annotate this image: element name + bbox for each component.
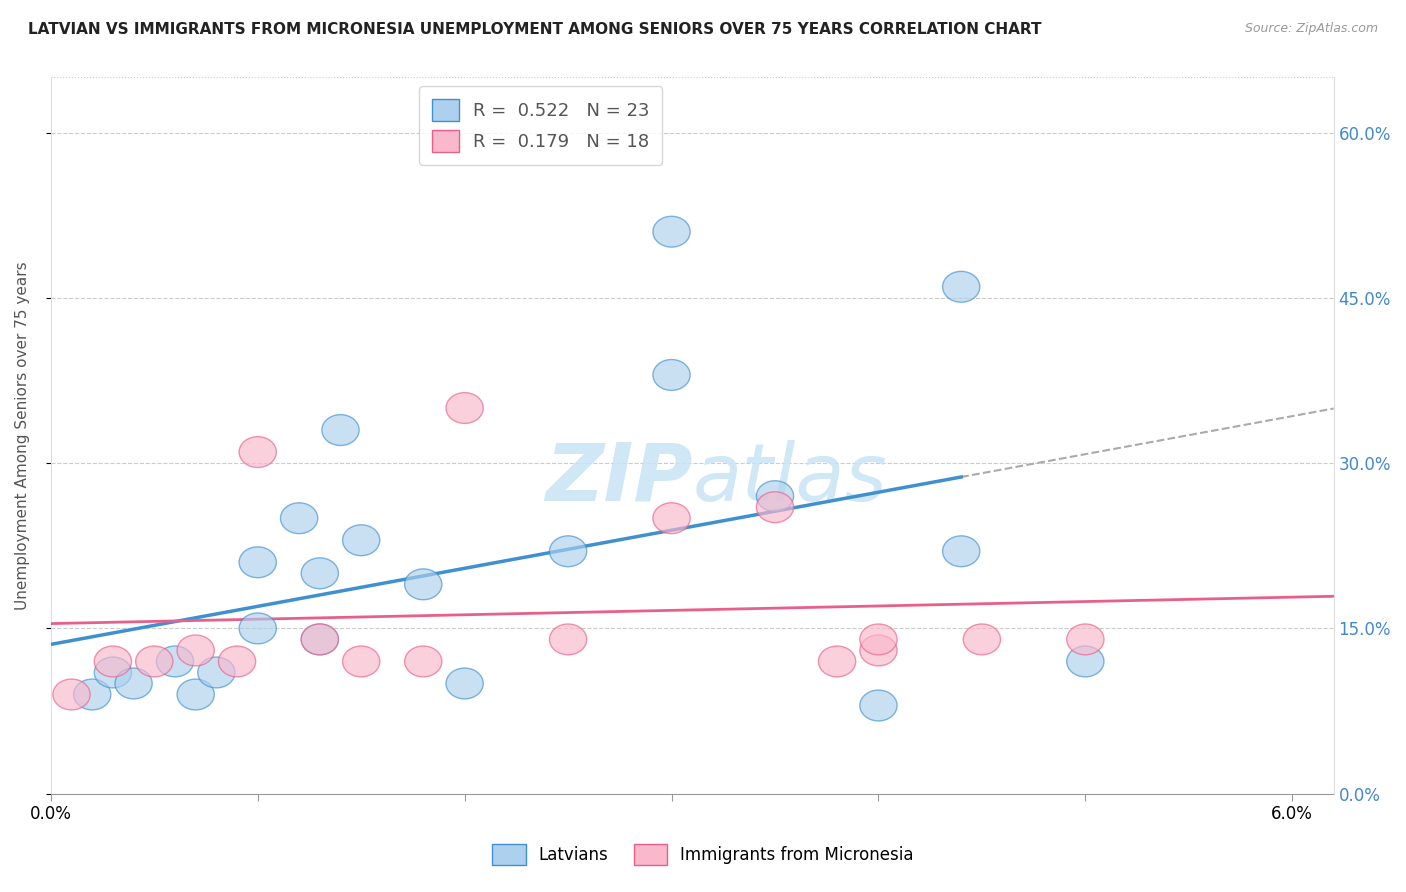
Ellipse shape bbox=[963, 624, 1001, 655]
Ellipse shape bbox=[942, 536, 980, 566]
Ellipse shape bbox=[818, 646, 856, 677]
Ellipse shape bbox=[860, 690, 897, 721]
Legend: R =  0.522   N = 23, R =  0.179   N = 18: R = 0.522 N = 23, R = 0.179 N = 18 bbox=[419, 87, 662, 165]
Ellipse shape bbox=[343, 524, 380, 556]
Ellipse shape bbox=[756, 491, 793, 523]
Ellipse shape bbox=[135, 646, 173, 677]
Ellipse shape bbox=[343, 646, 380, 677]
Ellipse shape bbox=[446, 392, 484, 424]
Ellipse shape bbox=[652, 216, 690, 247]
Ellipse shape bbox=[405, 569, 441, 599]
Text: LATVIAN VS IMMIGRANTS FROM MICRONESIA UNEMPLOYMENT AMONG SENIORS OVER 75 YEARS C: LATVIAN VS IMMIGRANTS FROM MICRONESIA UN… bbox=[28, 22, 1042, 37]
Ellipse shape bbox=[652, 503, 690, 533]
Ellipse shape bbox=[94, 657, 132, 688]
Ellipse shape bbox=[177, 635, 214, 665]
Text: ZIP: ZIP bbox=[546, 440, 692, 517]
Ellipse shape bbox=[1067, 624, 1104, 655]
Ellipse shape bbox=[156, 646, 194, 677]
Text: Source: ZipAtlas.com: Source: ZipAtlas.com bbox=[1244, 22, 1378, 36]
Legend: Latvians, Immigrants from Micronesia: Latvians, Immigrants from Micronesia bbox=[482, 834, 924, 875]
Ellipse shape bbox=[942, 271, 980, 302]
Ellipse shape bbox=[94, 646, 132, 677]
Ellipse shape bbox=[301, 558, 339, 589]
Ellipse shape bbox=[550, 536, 586, 566]
Ellipse shape bbox=[301, 624, 339, 655]
Ellipse shape bbox=[177, 679, 214, 710]
Ellipse shape bbox=[115, 668, 152, 699]
Ellipse shape bbox=[446, 668, 484, 699]
Ellipse shape bbox=[301, 624, 339, 655]
Text: atlas: atlas bbox=[692, 440, 887, 517]
Ellipse shape bbox=[239, 437, 277, 467]
Ellipse shape bbox=[239, 547, 277, 578]
Ellipse shape bbox=[280, 503, 318, 533]
Ellipse shape bbox=[405, 646, 441, 677]
Ellipse shape bbox=[53, 679, 90, 710]
Ellipse shape bbox=[550, 624, 586, 655]
Ellipse shape bbox=[322, 415, 359, 445]
Ellipse shape bbox=[860, 635, 897, 665]
Ellipse shape bbox=[198, 657, 235, 688]
Ellipse shape bbox=[73, 679, 111, 710]
Ellipse shape bbox=[1067, 646, 1104, 677]
Ellipse shape bbox=[652, 359, 690, 391]
Ellipse shape bbox=[218, 646, 256, 677]
Y-axis label: Unemployment Among Seniors over 75 years: Unemployment Among Seniors over 75 years bbox=[15, 261, 30, 610]
Ellipse shape bbox=[860, 624, 897, 655]
Ellipse shape bbox=[756, 481, 793, 512]
Ellipse shape bbox=[239, 613, 277, 644]
